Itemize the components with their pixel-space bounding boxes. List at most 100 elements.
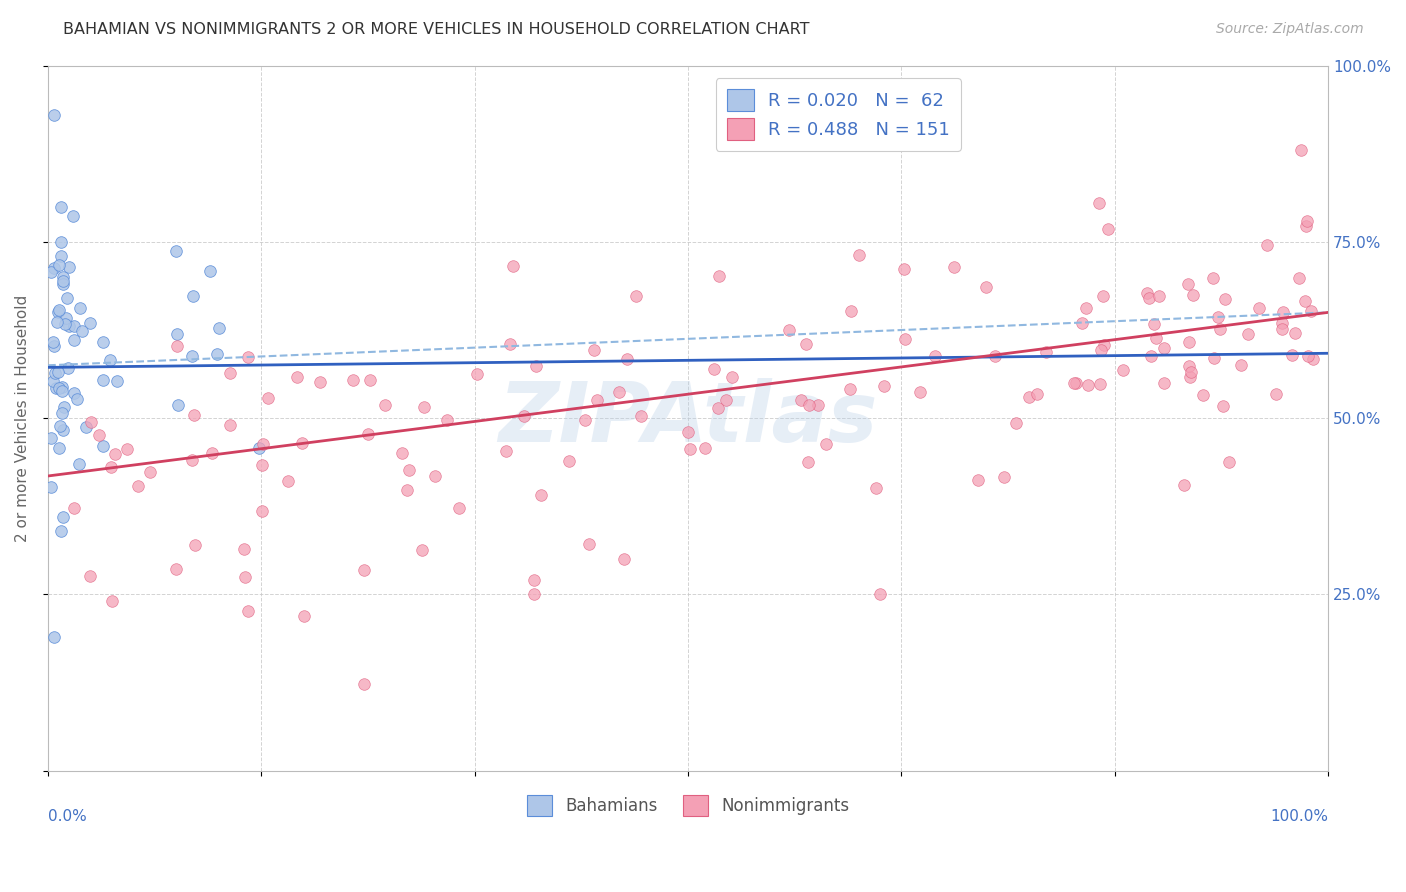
Y-axis label: 2 or more Vehicles in Household: 2 or more Vehicles in Household xyxy=(15,294,30,541)
Point xyxy=(839,304,862,318)
Point xyxy=(49,524,72,538)
Point xyxy=(893,332,915,346)
Point xyxy=(66,392,89,406)
Point xyxy=(721,370,744,384)
Point xyxy=(79,316,101,330)
Point xyxy=(104,447,127,461)
Point xyxy=(412,401,434,415)
Point xyxy=(181,349,204,363)
Point xyxy=(1144,331,1167,345)
Point xyxy=(613,552,636,566)
Point xyxy=(105,375,128,389)
Point xyxy=(1294,293,1316,308)
Point xyxy=(342,373,364,387)
Point xyxy=(52,509,75,524)
Point xyxy=(62,319,84,334)
Point xyxy=(165,561,187,575)
Point xyxy=(292,608,315,623)
Point xyxy=(359,373,381,387)
Point xyxy=(233,570,256,584)
Point xyxy=(794,337,817,351)
Point xyxy=(391,446,413,460)
Point xyxy=(285,370,308,384)
Point xyxy=(201,446,224,460)
Point xyxy=(1177,359,1199,374)
Text: Source: ZipAtlas.com: Source: ZipAtlas.com xyxy=(1216,22,1364,37)
Point xyxy=(183,409,205,423)
Point xyxy=(42,338,65,352)
Point xyxy=(1064,376,1087,390)
Point xyxy=(1018,390,1040,404)
Point xyxy=(1180,370,1202,384)
Point xyxy=(1139,349,1161,363)
Point xyxy=(1137,291,1160,305)
Point xyxy=(578,537,600,551)
Point xyxy=(218,418,240,433)
Point xyxy=(893,261,915,276)
Point xyxy=(523,587,546,601)
Point xyxy=(48,258,70,272)
Point xyxy=(1153,376,1175,390)
Point xyxy=(49,249,72,263)
Point xyxy=(55,311,77,326)
Point xyxy=(166,398,188,412)
Point xyxy=(198,263,221,277)
Point xyxy=(1296,349,1319,363)
Point xyxy=(1112,363,1135,377)
Point xyxy=(41,480,63,494)
Point xyxy=(707,269,730,284)
Point xyxy=(165,244,187,259)
Point xyxy=(679,442,702,456)
Point xyxy=(49,200,72,214)
Point xyxy=(115,442,138,456)
Point xyxy=(967,473,990,487)
Point xyxy=(69,301,91,315)
Point xyxy=(70,324,93,338)
Point xyxy=(714,392,737,407)
Point xyxy=(873,379,896,393)
Point xyxy=(1206,310,1229,325)
Point xyxy=(374,398,396,412)
Point xyxy=(52,274,75,288)
Point xyxy=(1153,341,1175,355)
Point xyxy=(1230,358,1253,372)
Point xyxy=(582,343,605,357)
Point xyxy=(869,587,891,601)
Point xyxy=(495,444,517,458)
Point xyxy=(181,453,204,467)
Point xyxy=(62,333,84,347)
Point xyxy=(1090,343,1112,357)
Point xyxy=(974,280,997,294)
Point xyxy=(46,364,69,378)
Point xyxy=(247,441,270,455)
Point xyxy=(1173,478,1195,492)
Point xyxy=(277,474,299,488)
Point xyxy=(707,401,730,416)
Point xyxy=(250,458,273,473)
Point xyxy=(1218,455,1240,469)
Point xyxy=(1087,196,1109,211)
Point xyxy=(1271,316,1294,330)
Point xyxy=(1063,376,1085,390)
Point xyxy=(1178,335,1201,350)
Point xyxy=(56,361,79,376)
Point xyxy=(39,264,62,278)
Text: ZIPAtlas: ZIPAtlas xyxy=(498,377,877,458)
Point xyxy=(63,501,86,516)
Point xyxy=(1256,238,1278,252)
Point xyxy=(558,453,581,467)
Point xyxy=(630,409,652,424)
Point xyxy=(1181,288,1204,302)
Point xyxy=(98,353,121,368)
Point xyxy=(502,259,524,273)
Text: 100.0%: 100.0% xyxy=(1270,809,1329,824)
Point xyxy=(1215,292,1237,306)
Point xyxy=(523,574,546,588)
Point xyxy=(219,366,242,380)
Point xyxy=(166,326,188,341)
Point xyxy=(181,288,204,302)
Point xyxy=(797,455,820,469)
Point xyxy=(44,366,66,380)
Point xyxy=(396,483,419,497)
Point xyxy=(530,488,553,502)
